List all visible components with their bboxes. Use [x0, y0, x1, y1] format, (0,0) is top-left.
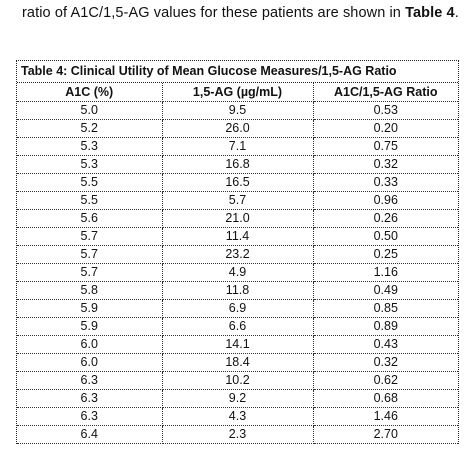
cell-ratio: 0.43 — [313, 335, 458, 354]
table-row: 5.3 16.8 0.32 — [17, 155, 458, 174]
cell-ratio: 0.20 — [313, 119, 458, 138]
cell-15ag: 4.9 — [162, 263, 314, 282]
cell-ratio: 0.50 — [313, 227, 458, 246]
table-row: 6.0 14.1 0.43 — [17, 335, 458, 354]
header-a1c: A1C (%) — [17, 83, 163, 102]
cell-a1c: 6.3 — [17, 371, 163, 390]
cell-a1c: 6.3 — [17, 407, 163, 426]
cell-15ag: 4.3 — [162, 407, 314, 426]
table-body: 5.0 9.5 0.53 5.2 26.0 0.20 5.3 7.1 0.75 5.3 16.8 0.… — [17, 101, 458, 444]
cell-15ag: 11.8 — [162, 281, 314, 300]
cell-15ag: 18.4 — [162, 353, 314, 372]
cell-15ag: 9.2 — [162, 389, 314, 408]
cell-ratio: 0.53 — [313, 101, 458, 120]
cell-ratio: 0.62 — [313, 371, 458, 390]
header-ratio: A1C/1,5-AG Ratio — [313, 83, 458, 102]
cell-a1c: 5.9 — [17, 317, 163, 336]
table-row: 5.8 11.8 0.49 — [17, 281, 458, 300]
cell-ratio: 0.96 — [313, 191, 458, 210]
cell-15ag: 2.3 — [162, 425, 314, 444]
cell-15ag: 11.4 — [162, 227, 314, 246]
data-table: A1C (%) 1,5-AG (µg/mL) A1C/1,5-AG Ratio … — [17, 83, 458, 444]
cell-a1c: 5.8 — [17, 281, 163, 300]
cell-a1c: 6.3 — [17, 389, 163, 408]
cell-ratio: 0.32 — [313, 155, 458, 174]
table-row: 5.5 16.5 0.33 — [17, 173, 458, 192]
cell-a1c: 5.2 — [17, 119, 163, 138]
intro-period: . — [454, 5, 459, 21]
table-caption: Table 4: Clinical Utility of Mean Glucos… — [17, 61, 458, 83]
cell-a1c: 5.5 — [17, 173, 163, 192]
table-header-row: A1C (%) 1,5-AG (µg/mL) A1C/1,5-AG Ratio — [17, 83, 458, 102]
table-row: 5.7 11.4 0.50 — [17, 227, 458, 246]
cell-a1c: 5.3 — [17, 155, 163, 174]
cell-15ag: 6.6 — [162, 317, 314, 336]
cell-ratio: 0.26 — [313, 209, 458, 228]
table-row: 5.7 4.9 1.16 — [17, 263, 458, 282]
cell-15ag: 10.2 — [162, 371, 314, 390]
data-table-container: Table 4: Clinical Utility of Mean Glucos… — [16, 60, 459, 444]
cell-ratio: 0.89 — [313, 317, 458, 336]
cell-a1c: 5.6 — [17, 209, 163, 228]
intro-text: ratio of A1C/1,5-AG values for these pat… — [22, 5, 406, 21]
cell-15ag: 21.0 — [162, 209, 314, 228]
cell-15ag: 7.1 — [162, 137, 314, 156]
cell-a1c: 5.7 — [17, 263, 163, 282]
cell-a1c: 5.7 — [17, 227, 163, 246]
cell-a1c: 5.5 — [17, 191, 163, 210]
cell-ratio: 0.33 — [313, 173, 458, 192]
cell-ratio: 0.49 — [313, 281, 458, 300]
cell-15ag: 9.5 — [162, 101, 314, 120]
table-row: 6.3 4.3 1.46 — [17, 407, 458, 426]
table-row: 5.5 5.7 0.96 — [17, 191, 458, 210]
cell-ratio: 1.16 — [313, 263, 458, 282]
cell-15ag: 16.8 — [162, 155, 314, 174]
table-row: 5.2 26.0 0.20 — [17, 119, 458, 138]
cell-ratio: 0.68 — [313, 389, 458, 408]
table-row: 6.3 10.2 0.62 — [17, 371, 458, 390]
table-row: 5.9 6.9 0.85 — [17, 299, 458, 318]
cell-ratio: 2.70 — [313, 425, 458, 444]
cell-a1c: 5.3 — [17, 137, 163, 156]
header-15ag: 1,5-AG (µg/mL) — [162, 83, 314, 102]
cell-ratio: 0.32 — [313, 353, 458, 372]
cell-15ag: 16.5 — [162, 173, 314, 192]
cell-ratio: 0.25 — [313, 245, 458, 264]
cell-a1c: 5.9 — [17, 299, 163, 318]
cell-15ag: 26.0 — [162, 119, 314, 138]
intro-table-reference: Table 4 — [405, 5, 455, 21]
cell-15ag: 5.7 — [162, 191, 314, 210]
table-row: 6.3 9.2 0.68 — [17, 389, 458, 408]
cell-a1c: 6.0 — [17, 353, 163, 372]
table-row: 6.4 2.3 2.70 — [17, 425, 458, 444]
table-row: 5.0 9.5 0.53 — [17, 101, 458, 120]
table-row: 6.0 18.4 0.32 — [17, 353, 458, 372]
cell-a1c: 6.4 — [17, 425, 163, 444]
cell-ratio: 1.46 — [313, 407, 458, 426]
cell-15ag: 6.9 — [162, 299, 314, 318]
table-row: 5.3 7.1 0.75 — [17, 137, 458, 156]
intro-paragraph: ratio of A1C/1,5-AG values for these pat… — [22, 4, 459, 22]
table-row: 5.9 6.6 0.89 — [17, 317, 458, 336]
cell-a1c: 5.0 — [17, 101, 163, 120]
cell-15ag: 14.1 — [162, 335, 314, 354]
cell-ratio: 0.75 — [313, 137, 458, 156]
cell-ratio: 0.85 — [313, 299, 458, 318]
cell-a1c: 5.7 — [17, 245, 163, 264]
table-row: 5.6 21.0 0.26 — [17, 209, 458, 228]
table-row: 5.7 23.2 0.25 — [17, 245, 458, 264]
cell-15ag: 23.2 — [162, 245, 314, 264]
cell-a1c: 6.0 — [17, 335, 163, 354]
